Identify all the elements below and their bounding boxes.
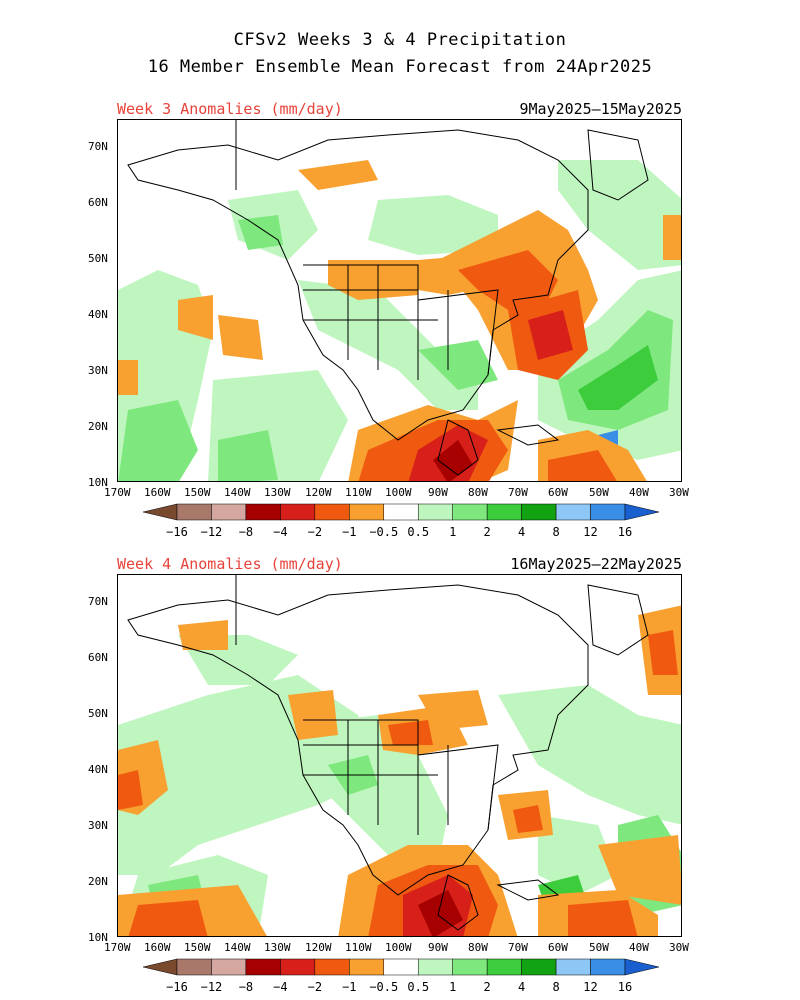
week4-map — [117, 574, 682, 937]
title-line-2: 16 Member Ensemble Mean Forecast from 24… — [147, 57, 653, 77]
colorbar-swatch — [176, 958, 212, 976]
week3-coastlines — [127, 120, 649, 476]
colorbar-swatch — [417, 958, 453, 976]
week4-colorbar: −16 −12 −8 −4 −2 −1 −0.5 0.5 1 2 4 8 12 16 — [142, 958, 660, 994]
colorbar-swatch — [211, 958, 247, 976]
colorbar-swatch — [211, 503, 247, 521]
colorbar-label: −1 — [342, 525, 357, 539]
colorbar-swatch — [245, 503, 281, 521]
week3-map — [117, 119, 682, 482]
colorbar-swatch — [280, 958, 316, 976]
colorbar-swatch — [590, 958, 626, 976]
colorbar-swatch — [486, 503, 522, 521]
week4-anomaly-fields — [118, 605, 681, 936]
colorbar-swatch — [624, 503, 660, 521]
colorbar-label: −4 — [273, 525, 288, 539]
colorbar-label: −8 — [238, 525, 254, 539]
colorbar-label: −2 — [307, 980, 323, 994]
colorbar-swatch — [314, 503, 350, 521]
colorbar-label: 12 — [583, 980, 598, 994]
colorbar-swatch — [555, 958, 591, 976]
colorbar-swatch — [383, 503, 419, 521]
colorbar-swatch — [452, 958, 488, 976]
colorbar-label: 16 — [617, 525, 633, 539]
colorbar-label: −4 — [273, 980, 288, 994]
colorbar-label: 16 — [617, 980, 633, 994]
colorbar-label: −0.5 — [369, 525, 399, 539]
colorbar-label: −1 — [342, 980, 357, 994]
colorbar-label: 0.5 — [407, 525, 430, 539]
colorbar-swatch — [383, 958, 419, 976]
colorbar-label: 0.5 — [407, 980, 430, 994]
colorbar-label: 2 — [483, 525, 491, 539]
week3-lon-axis: 170W 160W 150W 140W 130W 120W 110W 100W … — [104, 486, 689, 499]
week4-date-range: 16May2025–22May2025 — [510, 555, 682, 573]
colorbar-swatch — [349, 503, 385, 521]
week4-lon-axis: 170W 160W 150W 140W 130W 120W 110W 100W … — [104, 941, 689, 954]
colorbar-label: −8 — [238, 980, 254, 994]
colorbar-label: −16 — [166, 980, 188, 994]
colorbar-label: 4 — [517, 525, 526, 539]
colorbar-swatch — [245, 958, 281, 976]
colorbar-swatch — [280, 503, 316, 521]
colorbar-label: 1 — [449, 980, 457, 994]
colorbar-swatch — [521, 958, 557, 976]
colorbar-label: −12 — [200, 525, 223, 539]
colorbar-label: −12 — [200, 980, 223, 994]
colorbar-swatch — [314, 958, 350, 976]
colorbar-swatch — [521, 503, 557, 521]
colorbar-label: 12 — [583, 525, 598, 539]
colorbar-label: 2 — [483, 980, 491, 994]
week3-date-range: 9May2025–15May2025 — [519, 100, 682, 118]
colorbar-label: 4 — [517, 980, 526, 994]
colorbar-swatch — [486, 958, 522, 976]
week3-anomaly-fields — [118, 160, 681, 481]
week4-colorbar-swatches — [142, 958, 660, 976]
colorbar-label: −16 — [166, 525, 188, 539]
colorbar-label: 1 — [449, 525, 457, 539]
colorbar-swatch — [349, 958, 385, 976]
colorbar-label: 8 — [552, 525, 560, 539]
colorbar-label: −2 — [307, 525, 323, 539]
colorbar-swatch — [590, 503, 626, 521]
week3-panel-label: Week 3 Anomalies (mm/day) — [117, 100, 343, 118]
colorbar-label: 8 — [552, 980, 560, 994]
colorbar-swatch — [624, 958, 660, 976]
title-line-1: CFSv2 Weeks 3 & 4 Precipitation — [233, 30, 567, 50]
colorbar-swatch — [555, 503, 591, 521]
colorbar-swatch — [142, 958, 178, 976]
colorbar-label: −0.5 — [369, 980, 399, 994]
week4-coastlines — [127, 575, 649, 931]
week3-colorbar-swatches — [142, 503, 660, 521]
colorbar-swatch — [417, 503, 453, 521]
week3-colorbar: −16 −12 −8 −4 −2 −1 −0.5 0.5 1 2 4 8 12 16 — [142, 503, 660, 539]
colorbar-swatch — [176, 503, 212, 521]
colorbar-swatch — [452, 503, 488, 521]
colorbar-swatch — [142, 503, 178, 521]
week4-panel-label: Week 4 Anomalies (mm/day) — [117, 555, 343, 573]
